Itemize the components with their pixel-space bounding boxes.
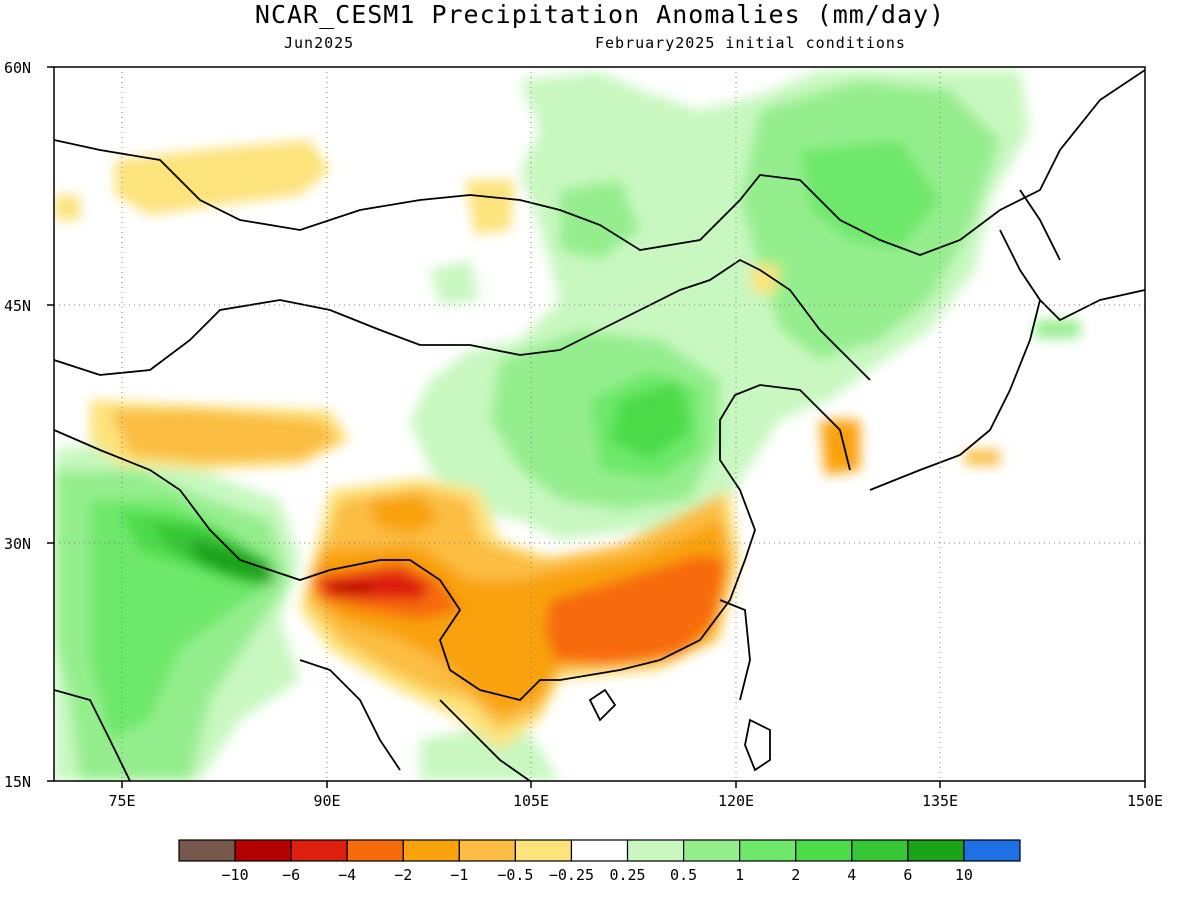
lon-label: 90E bbox=[313, 792, 340, 810]
colorbar-swatch bbox=[570, 839, 629, 862]
colorbar-label: −2 bbox=[394, 866, 412, 884]
colorbar-label: −1 bbox=[450, 866, 468, 884]
colorbar-swatch bbox=[682, 839, 741, 862]
colorbar-label: −6 bbox=[282, 866, 300, 884]
colorbar-swatch bbox=[234, 839, 292, 862]
anomaly-field bbox=[54, 67, 1145, 781]
colorbar-swatch bbox=[795, 839, 853, 862]
initial-conditions: February2025 initial conditions bbox=[595, 34, 906, 52]
colorbar-swatch bbox=[402, 839, 460, 862]
colorbar-label: −0.5 bbox=[497, 866, 533, 884]
colorbar-label: 4 bbox=[847, 866, 856, 884]
colorbar-swatch bbox=[458, 839, 517, 862]
longitude-labels: 75E 90E 105E 120E 135E 150E bbox=[108, 792, 1163, 810]
lon-label: 75E bbox=[108, 792, 135, 810]
colorbar-swatch bbox=[346, 839, 404, 862]
latitude-labels: 60N 45N 30N 15N bbox=[4, 59, 31, 791]
forecast-month: Jun2025 bbox=[284, 34, 355, 52]
colorbar-swatch bbox=[290, 839, 348, 862]
lon-label: 135E bbox=[922, 792, 958, 810]
colorbar-swatch bbox=[739, 839, 797, 862]
colorbar-label: 2 bbox=[791, 866, 800, 884]
colorbar-label: −0.25 bbox=[549, 866, 594, 884]
lon-label: 120E bbox=[718, 792, 754, 810]
lon-label: 150E bbox=[1127, 792, 1163, 810]
colorbar-swatch bbox=[178, 839, 236, 862]
colorbar-swatch bbox=[907, 839, 965, 862]
coastlines bbox=[54, 69, 1145, 781]
colorbar-label: 10 bbox=[955, 866, 973, 884]
lon-label: 105E bbox=[513, 792, 549, 810]
colorbar-swatch bbox=[514, 839, 573, 862]
colorbar bbox=[178, 839, 1021, 862]
colorbar-label: −4 bbox=[338, 866, 356, 884]
map-frame bbox=[53, 66, 1146, 782]
lat-label: 60N bbox=[4, 59, 31, 77]
colorbar-label: −10 bbox=[222, 866, 249, 884]
map-title: NCAR_CESM1 Precipitation Anomalies (mm/d… bbox=[254, 0, 946, 29]
colorbar-label: 6 bbox=[903, 866, 912, 884]
graticule bbox=[54, 67, 1145, 781]
colorbar-swatch bbox=[963, 839, 1021, 862]
colorbar-label: 0.5 bbox=[670, 866, 697, 884]
lat-label: 15N bbox=[4, 773, 31, 791]
colorbar-label: 1 bbox=[735, 866, 744, 884]
lat-label: 30N bbox=[4, 535, 31, 553]
colorbar-label: 0.25 bbox=[609, 866, 645, 884]
lat-label: 45N bbox=[4, 297, 31, 315]
colorbar-swatch bbox=[851, 839, 909, 862]
colorbar-swatch bbox=[626, 839, 685, 862]
colorbar-labels: −10 −6 −4 −2 −1 −0.5 −0.25 0.25 0.5 1 2 4 6 10 bbox=[222, 866, 973, 884]
